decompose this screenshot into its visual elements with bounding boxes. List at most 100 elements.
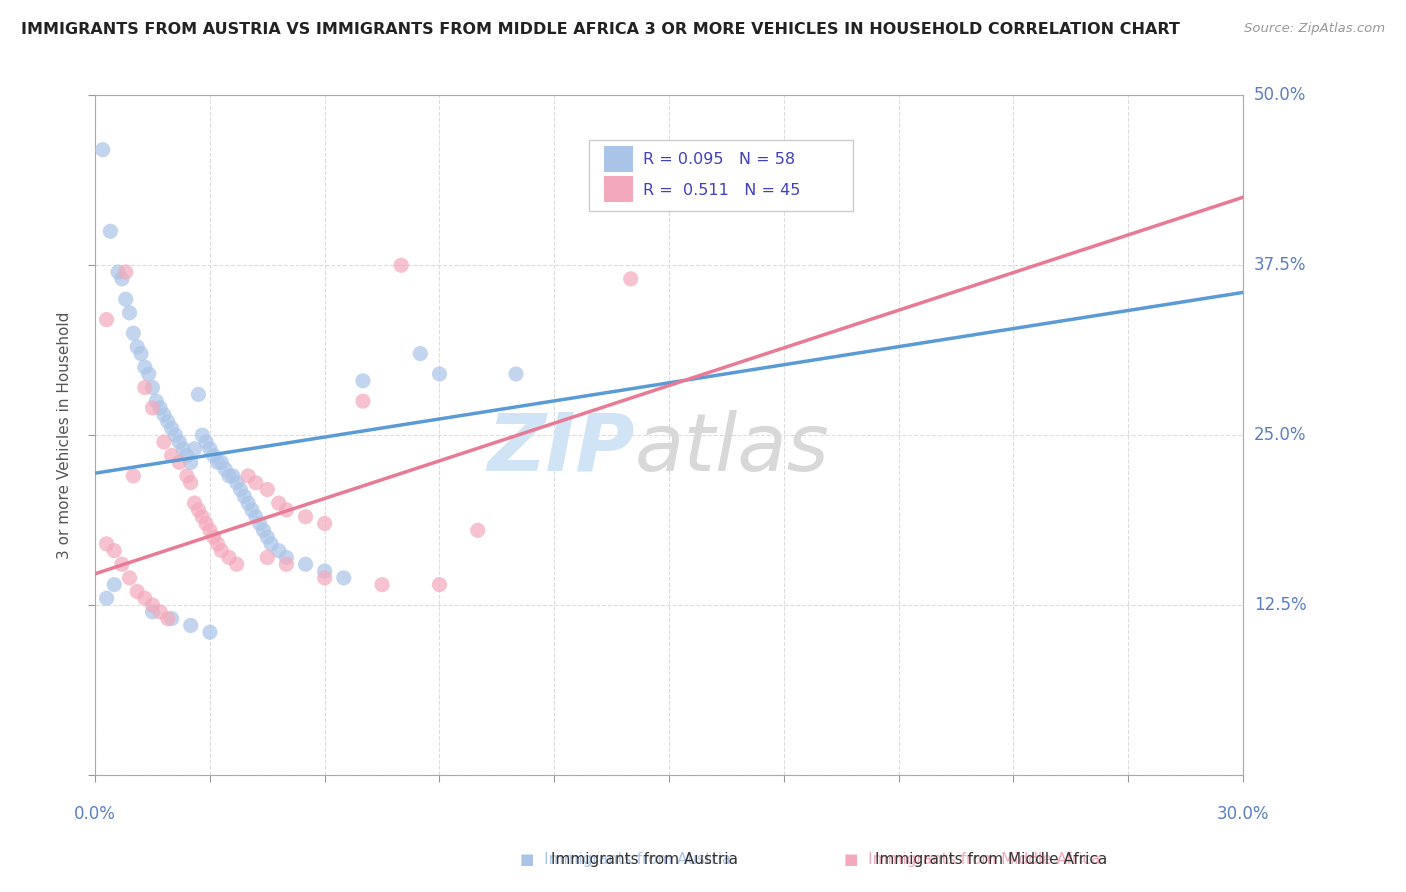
Text: R =  0.511   N = 45: R = 0.511 N = 45 [643, 183, 800, 198]
Point [134, 360, 156, 375]
Point [145, 394, 167, 409]
Point [96, 537, 118, 551]
Point [467, 523, 489, 537]
Point [172, 442, 194, 456]
FancyBboxPatch shape [603, 145, 634, 172]
Point [620, 272, 643, 286]
Point [371, 577, 394, 591]
Point [409, 346, 432, 360]
Text: Immigrants from Middle Africa: Immigrants from Middle Africa [875, 852, 1107, 867]
Point [118, 306, 141, 320]
Y-axis label: 3 or more Vehicles in Household: 3 or more Vehicles in Household [58, 311, 72, 558]
Point [122, 326, 145, 341]
Point [187, 387, 209, 401]
Point [333, 571, 356, 585]
Point [276, 558, 298, 572]
Point [134, 380, 156, 394]
Point [252, 523, 274, 537]
Text: ■  Immigrants from Austria: ■ Immigrants from Austria [520, 852, 731, 867]
Point [276, 550, 298, 565]
Point [169, 434, 191, 449]
Point [156, 612, 179, 626]
Point [240, 503, 263, 517]
Point [314, 516, 336, 531]
Point [103, 543, 125, 558]
Point [176, 449, 198, 463]
Point [225, 558, 247, 572]
Text: IMMIGRANTS FROM AUSTRIA VS IMMIGRANTS FROM MIDDLE AFRICA 3 OR MORE VEHICLES IN H: IMMIGRANTS FROM AUSTRIA VS IMMIGRANTS FR… [21, 22, 1180, 37]
Point [429, 577, 451, 591]
Point [180, 618, 202, 632]
Point [169, 455, 191, 469]
Point [180, 455, 202, 469]
Point [149, 605, 172, 619]
Text: 30.0%: 30.0% [1216, 805, 1270, 823]
Point [198, 625, 221, 640]
Point [191, 509, 214, 524]
Point [122, 469, 145, 483]
Point [209, 543, 232, 558]
Point [96, 312, 118, 326]
Point [209, 455, 232, 469]
Point [160, 421, 183, 435]
Point [141, 380, 163, 394]
Point [156, 415, 179, 429]
Point [165, 428, 187, 442]
Point [183, 496, 205, 510]
Point [127, 584, 149, 599]
Point [389, 258, 412, 272]
FancyBboxPatch shape [589, 139, 852, 211]
Point [114, 265, 136, 279]
Point [236, 496, 259, 510]
Point [114, 292, 136, 306]
Point [153, 434, 176, 449]
Point [218, 550, 240, 565]
Point [111, 272, 134, 286]
Point [198, 523, 221, 537]
Point [256, 550, 278, 565]
Point [214, 462, 236, 476]
Point [187, 503, 209, 517]
Point [191, 428, 214, 442]
Point [267, 543, 290, 558]
Point [236, 469, 259, 483]
Point [233, 489, 256, 503]
Text: ■  Immigrants from Middle Africa: ■ Immigrants from Middle Africa [844, 852, 1099, 867]
Point [260, 537, 283, 551]
Point [183, 442, 205, 456]
Point [176, 469, 198, 483]
Text: Immigrants from Austria: Immigrants from Austria [551, 852, 738, 867]
Point [314, 571, 336, 585]
Point [129, 346, 152, 360]
Text: 12.5%: 12.5% [1254, 596, 1306, 614]
Point [195, 434, 218, 449]
Point [352, 394, 374, 409]
Point [141, 598, 163, 612]
Point [229, 483, 252, 497]
Point [160, 449, 183, 463]
Point [429, 367, 451, 381]
Point [267, 496, 290, 510]
Point [195, 516, 218, 531]
Point [160, 612, 183, 626]
Point [276, 503, 298, 517]
Point [153, 408, 176, 422]
Text: 50.0%: 50.0% [1254, 87, 1306, 104]
Point [118, 571, 141, 585]
Text: R = 0.095   N = 58: R = 0.095 N = 58 [643, 153, 794, 167]
Point [103, 577, 125, 591]
Point [127, 340, 149, 354]
Text: atlas: atlas [634, 409, 830, 488]
Point [218, 469, 240, 483]
Point [141, 605, 163, 619]
Point [225, 475, 247, 490]
Point [134, 591, 156, 606]
Point [202, 530, 225, 544]
Point [352, 374, 374, 388]
Point [245, 509, 267, 524]
Point [207, 537, 229, 551]
Point [198, 442, 221, 456]
Point [256, 530, 278, 544]
Point [100, 224, 122, 238]
Point [207, 455, 229, 469]
